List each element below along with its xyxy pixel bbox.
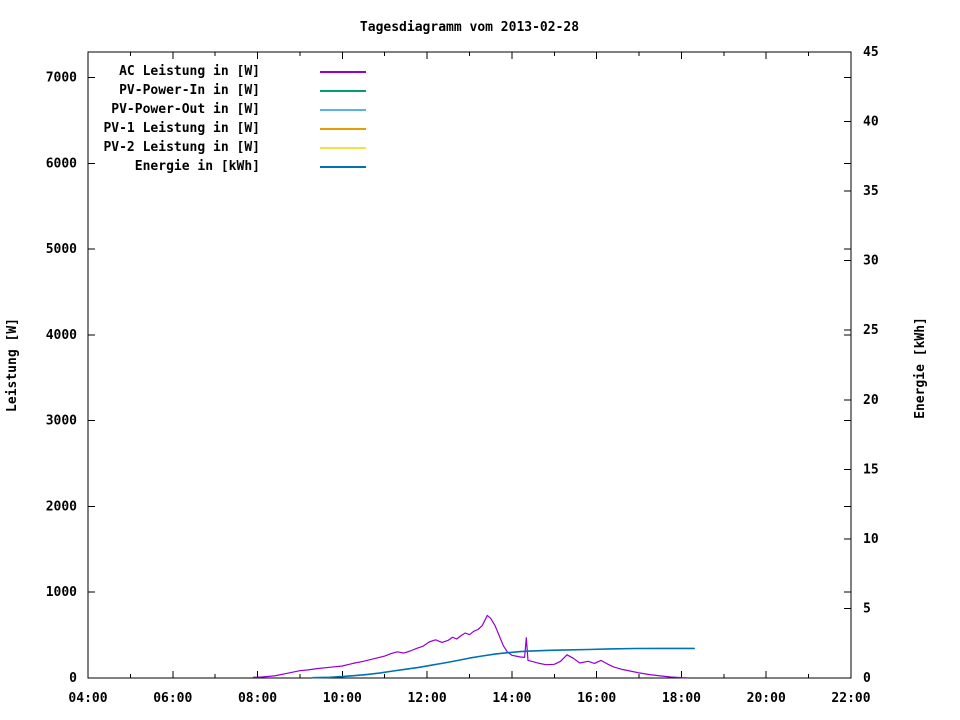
legend-item: PV-Power-Out in [W]: [88, 100, 366, 119]
x-tick-label: 04:00: [68, 691, 107, 706]
x-tick-label: 22:00: [831, 691, 870, 706]
legend-line-sample: [320, 165, 366, 168]
legend-label: PV-Power-Out in [W]: [111, 102, 260, 117]
x-tick-label: 16:00: [577, 691, 616, 706]
y-left-tick-label: 3000: [46, 414, 77, 429]
legend-label: PV-2 Leistung in [W]: [103, 140, 260, 155]
series-line-5: [311, 647, 696, 679]
y-right-tick-label: 40: [863, 115, 879, 130]
x-tick-label: 12:00: [408, 691, 447, 706]
y-right-tick-label: 0: [863, 671, 871, 686]
y-right-tick-label: 20: [863, 393, 879, 408]
x-tick-label: 06:00: [153, 691, 192, 706]
legend-label: PV-1 Leistung in [W]: [103, 121, 260, 136]
y-right-tick-label: 45: [863, 45, 879, 60]
x-tick-label: 08:00: [238, 691, 277, 706]
y-left-tick-label: 7000: [46, 71, 77, 86]
y-right-tick-label: 30: [863, 254, 879, 269]
legend-item: PV-1 Leistung in [W]: [88, 119, 366, 138]
x-tick-label: 10:00: [323, 691, 362, 706]
legend-item: AC Leistung in [W]: [88, 62, 366, 81]
x-tick-label: 14:00: [492, 691, 531, 706]
y-left-axis-title: Leistung [W]: [5, 318, 20, 412]
y-right-tick-label: 35: [863, 184, 879, 199]
legend-item: Energie in [kWh]: [88, 157, 366, 176]
series-line-0: [252, 614, 689, 679]
x-tick-label: 18:00: [662, 691, 701, 706]
y-right-axis-title: Energie [kWh]: [913, 317, 928, 419]
chart-title: Tagesdiagramm vom 2013-02-28: [359, 20, 580, 35]
x-tick-label: 20:00: [747, 691, 786, 706]
y-left-tick-label: 4000: [46, 328, 77, 343]
legend-line-sample: [320, 146, 366, 149]
legend-line-sample: [320, 89, 366, 92]
legend-item: PV-2 Leistung in [W]: [88, 138, 366, 157]
y-left-tick-label: 6000: [46, 156, 77, 171]
y-right-tick-label: 10: [863, 532, 879, 547]
y-left-tick-label: 1000: [46, 585, 77, 600]
y-left-tick-label: 2000: [46, 499, 77, 514]
y-right-tick-label: 25: [863, 323, 879, 338]
legend-label: AC Leistung in [W]: [119, 64, 260, 79]
y-right-tick-label: 5: [863, 601, 871, 616]
legend-label: PV-Power-In in [W]: [119, 83, 260, 98]
y-left-tick-label: 5000: [46, 242, 77, 257]
y-right-tick-label: 15: [863, 462, 879, 477]
y-left-tick-label: 0: [69, 671, 77, 686]
legend-item: PV-Power-In in [W]: [88, 81, 366, 100]
legend: AC Leistung in [W] PV-Power-In in [W] PV…: [88, 62, 366, 176]
legend-line-sample: [320, 127, 366, 130]
legend-line-sample: [320, 108, 366, 111]
legend-line-sample: [320, 70, 366, 73]
legend-label: Energie in [kWh]: [134, 159, 260, 174]
